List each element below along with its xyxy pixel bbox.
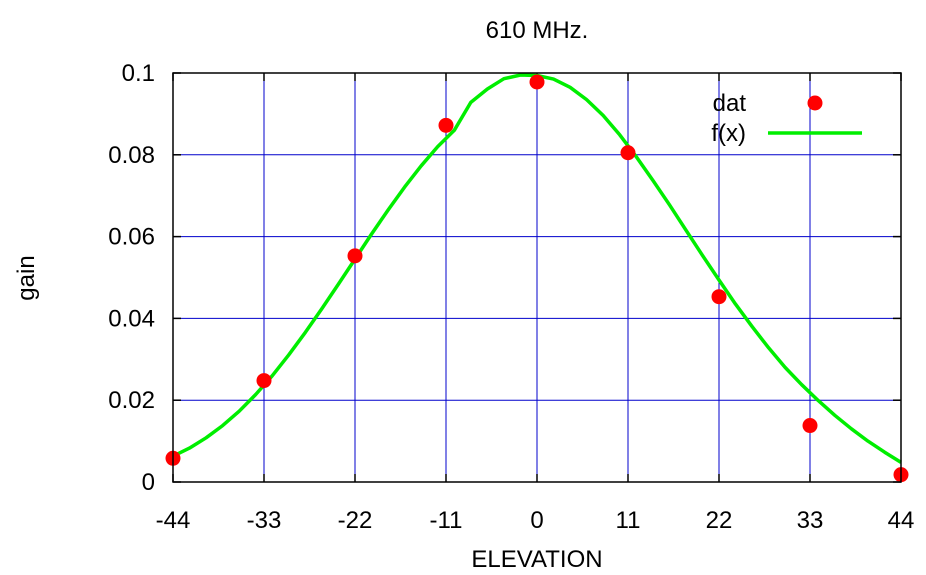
x-tick-label: 11 — [616, 507, 641, 534]
chart-title: 610 MHz. — [486, 17, 589, 44]
plot-frame — [172, 72, 902, 483]
x-tick-label: -33 — [247, 507, 282, 534]
x-tick-label: -22 — [338, 507, 373, 534]
data-point — [347, 248, 363, 264]
data-point — [620, 145, 636, 161]
x-tick-label: 22 — [706, 507, 733, 534]
y-tick-label: 0.1 — [122, 60, 155, 87]
legend-label: dat — [713, 90, 747, 117]
y-tick-label: 0.06 — [108, 224, 155, 251]
data-point — [529, 74, 545, 90]
data-point — [711, 289, 727, 305]
y-axis-label: gain — [13, 255, 40, 300]
ticks: -44 -33 -22 -11 0 11 22 33 44 0 0.02 0.04 0.06 0.08 0.… — [108, 60, 914, 534]
x-tick-label: -44 — [156, 507, 191, 534]
x-tick-label: 44 — [888, 507, 915, 534]
y-tick-label: 0 — [142, 469, 155, 496]
plot-series — [165, 73, 909, 483]
legend-marker-dat — [807, 95, 823, 111]
y-tick-label: 0.04 — [108, 305, 155, 332]
legend: dat f(x) — [711, 90, 862, 147]
x-tick-label: -11 — [430, 507, 463, 534]
data-point — [438, 117, 454, 133]
data-point — [802, 418, 818, 434]
y-tick-label: 0.02 — [108, 387, 155, 414]
data-point — [256, 373, 272, 389]
x-axis-label: ELEVATION — [471, 546, 602, 573]
legend-label: f(x) — [711, 120, 746, 147]
x-tick-label: 33 — [797, 507, 824, 534]
y-tick-label: 0.08 — [108, 142, 155, 169]
x-tick-label: 0 — [530, 507, 543, 534]
